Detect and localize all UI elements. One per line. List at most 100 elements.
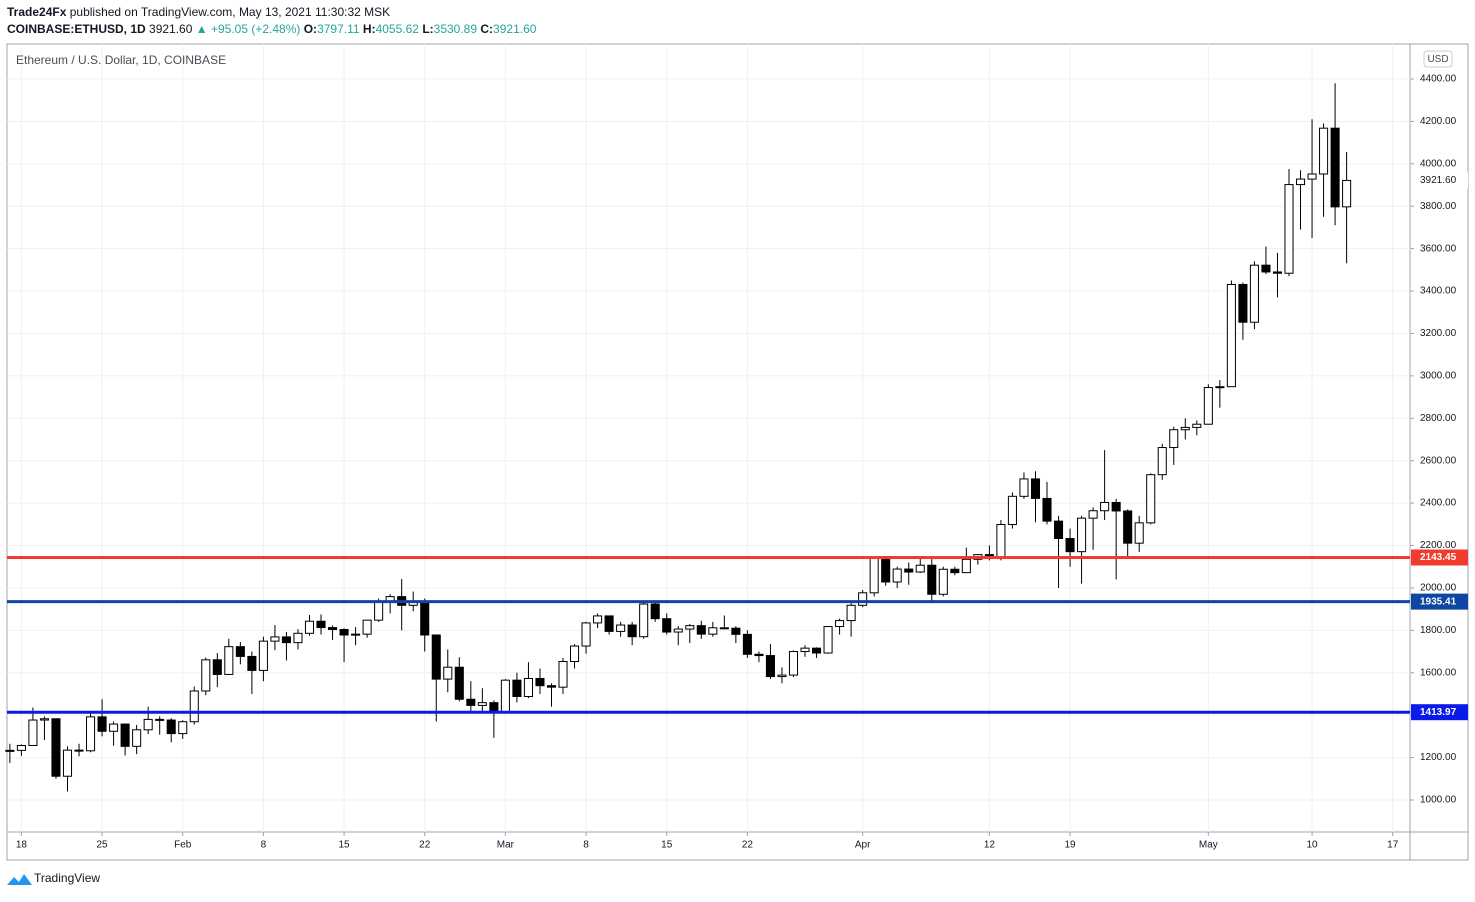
candle-body [777, 674, 787, 678]
candle-body [639, 603, 649, 638]
candle-body [224, 646, 234, 675]
candle-body [1065, 538, 1075, 553]
candle-body [339, 628, 349, 636]
candles [5, 83, 1410, 792]
candle-body [166, 719, 176, 735]
candle-body [731, 627, 741, 635]
candle-body [835, 620, 845, 628]
candle-body [558, 661, 568, 688]
candle-body [927, 564, 937, 595]
candle-body [1295, 178, 1306, 186]
candle-body [881, 557, 891, 583]
candle-body [604, 615, 614, 632]
candle-body [996, 524, 1006, 559]
candle-body [1307, 173, 1317, 180]
candle-body [593, 615, 603, 624]
candle-body [1180, 426, 1190, 431]
candle-body [1192, 423, 1202, 428]
candle-body [627, 624, 637, 638]
candle-body [189, 690, 199, 723]
y-tick-label: 3000.00 [1420, 371, 1457, 382]
candle-body [662, 618, 672, 633]
last-price-label: 3921.60 [1420, 175, 1457, 186]
level-label: 1935.41 [1420, 596, 1457, 607]
candle-body [581, 622, 591, 647]
candle-body [466, 698, 476, 706]
x-tick-label: 22 [419, 840, 431, 851]
candle-body [304, 620, 315, 634]
candle-body [362, 619, 372, 635]
logo-text: TradingView [34, 871, 100, 885]
candle-body [1215, 386, 1225, 389]
ohlc-value: 3797.11 [317, 22, 360, 36]
price: 3921.60 [149, 22, 193, 36]
x-tick-label: Feb [174, 840, 192, 851]
candle-body [1030, 478, 1041, 499]
x-tick-label: Apr [855, 840, 871, 851]
y-tick-label: 1000.00 [1420, 795, 1457, 806]
header-line: Trade24Fx published on TradingView.com, … [7, 5, 390, 19]
candle-body [316, 620, 326, 629]
candle-body [420, 601, 430, 636]
level-label: 1413.97 [1420, 707, 1457, 718]
x-tick-label: 25 [97, 840, 109, 851]
candle-body [616, 624, 626, 632]
x-tick-label: 12 [984, 840, 996, 851]
level-label: 2143.45 [1420, 552, 1457, 563]
level-badge [1411, 593, 1468, 610]
currency: USD [1427, 54, 1448, 65]
candle-body [1342, 179, 1352, 208]
y-tick-label: 4200.00 [1420, 116, 1457, 127]
ohlc-label: L: [422, 22, 433, 36]
candle-body [535, 677, 545, 687]
ohlc-label: H: [363, 22, 376, 36]
candle-body [1042, 497, 1052, 522]
candle-body [1111, 501, 1121, 512]
candle-body [858, 592, 868, 606]
candle-body [74, 749, 84, 752]
candle-body [1169, 429, 1179, 449]
candle-body [235, 646, 245, 657]
candle-body [1226, 283, 1236, 388]
candle-body [1284, 184, 1294, 274]
candle-body [39, 718, 49, 721]
candle-body [1007, 495, 1017, 526]
candle-body [1100, 501, 1110, 512]
candle-body [1272, 271, 1283, 274]
level-badge [1411, 549, 1468, 566]
candle-body [1319, 127, 1329, 175]
candle-body [1123, 510, 1133, 544]
candle-body [86, 716, 96, 752]
candle-body [754, 653, 764, 657]
candle-body [1088, 510, 1098, 519]
candle-body [800, 647, 810, 653]
y-tick-label: 1600.00 [1420, 667, 1457, 678]
candle-body [1077, 517, 1087, 553]
candle-body [281, 636, 291, 644]
candle-body [869, 557, 879, 594]
candle-body [212, 659, 222, 675]
candle-body [293, 632, 303, 644]
candle-body [719, 627, 729, 630]
candle-body [1261, 264, 1271, 273]
candle-body [696, 625, 706, 635]
x-tick-label: 8 [583, 840, 589, 851]
candle-body [1053, 520, 1064, 540]
y-tick-label: 3200.00 [1420, 328, 1457, 339]
candle-body [489, 702, 499, 713]
candle-body [788, 651, 799, 676]
chart-title: Ethereum / U.S. Dollar, 1D, COINBASE [16, 53, 226, 67]
candle-body [132, 729, 142, 747]
candle-body [742, 633, 752, 655]
candle-body [201, 659, 211, 692]
candle-body [270, 636, 280, 642]
candle-body [904, 568, 914, 573]
candle-body [5, 749, 15, 752]
candle-body [258, 640, 268, 671]
candle-body [62, 749, 73, 777]
candle-body [915, 564, 925, 573]
candle-body [500, 679, 510, 713]
ohlc-label: C: [480, 22, 493, 36]
y-tick-label: 2800.00 [1420, 413, 1457, 424]
candle-body [1019, 478, 1029, 497]
